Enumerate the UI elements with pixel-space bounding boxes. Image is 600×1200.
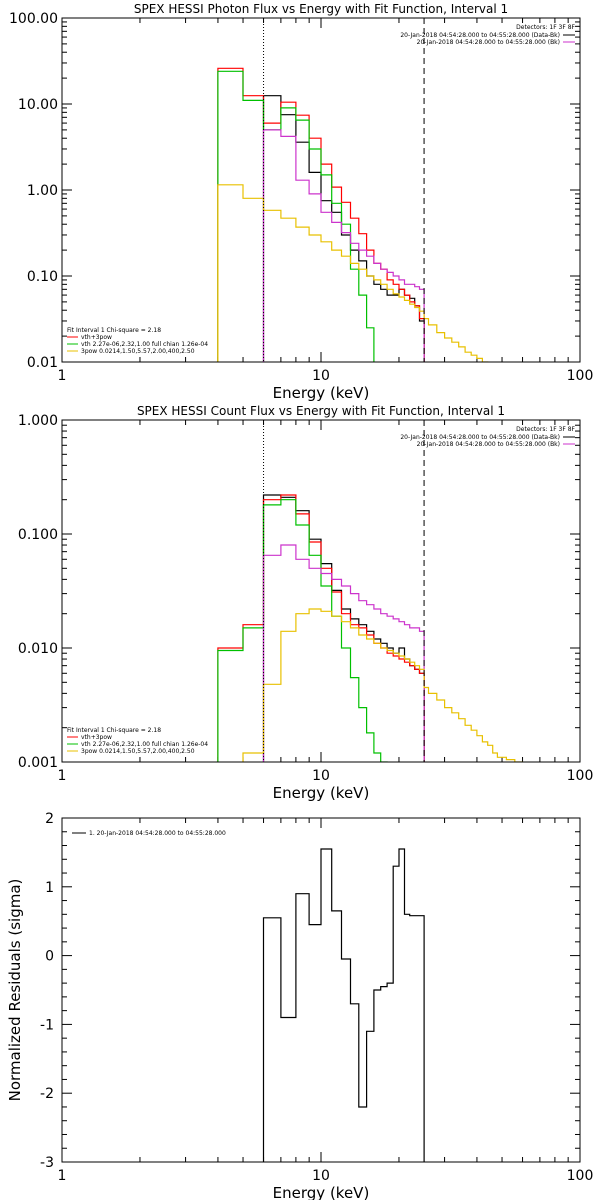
y-tick-label: 10.00 [18, 97, 58, 113]
y-tick-label: -2 [40, 1086, 54, 1102]
y-axis-label: Normalized Residuals (sigma) [6, 879, 24, 1102]
y-tick-label: 2 [45, 811, 54, 827]
y-tick-label: 1.000 [18, 413, 58, 429]
chart-title: SPEX HESSI Photon Flux vs Energy with Fi… [134, 2, 508, 16]
y-tick-label: 0.010 [18, 641, 58, 657]
residual-legend-label: 1. 20-Jan-2018 04:54:28.000 to 04:55:28.… [89, 830, 226, 837]
x-tick-label: 1 [58, 768, 67, 784]
plot-panel-2: SPEX HESSI Count Flux vs Energy with Fit… [18, 404, 593, 802]
y-tick-label: -1 [40, 1017, 54, 1033]
time-interval-label: 20-Jan-2018 04:54:28.000 to 04:55:28.000… [417, 441, 560, 448]
fit-legend-label: vth 2.27e-06,2.32,1.00 full chian 1.26e-… [81, 341, 208, 348]
x-axis-ticks [61, 420, 569, 762]
x-tick-label: 10 [312, 1168, 330, 1184]
x-axis-ticks [61, 18, 569, 362]
plot-panel-1: SPEX HESSI Photon Flux vs Energy with Fi… [9, 2, 593, 402]
x-axis-ticks [61, 818, 569, 1162]
y-tick-label: -3 [40, 1155, 54, 1171]
x-tick-label: 100 [567, 1168, 594, 1184]
chart-title: SPEX HESSI Count Flux vs Energy with Fit… [137, 404, 505, 418]
y-tick-label: 0.01 [27, 355, 58, 371]
fit-legend-label: vth 2.27e-06,2.32,1.00 full chian 1.26e-… [81, 741, 208, 748]
x-tick-label: 10 [312, 368, 330, 384]
time-interval-label: 20-Jan-2018 04:54:28.000 to 04:55:28.000… [417, 39, 560, 46]
plot-frame [61, 17, 581, 363]
fit-legend-label: Fit Interval 1 Chi-square = 2.18 [67, 727, 161, 734]
series-group [262, 848, 425, 1162]
fit-legend-label: vth+3pow [81, 734, 112, 741]
y-tick-label: 100.00 [9, 11, 58, 27]
series-line-2 [217, 67, 425, 362]
fit-legend-label: vth+3pow [81, 334, 112, 341]
x-tick-label: 1 [58, 368, 67, 384]
fit-legend-label: 3pow 0.0214,1.50,5.57,2.00,400,2.50 [81, 748, 195, 755]
y-tick-label: 0 [45, 949, 54, 965]
y-axis-ticks [62, 419, 580, 763]
x-tick-label: 100 [567, 368, 594, 384]
x-tick-label: 100 [567, 768, 594, 784]
series-line-2 [217, 494, 425, 762]
plot-frame [61, 817, 581, 1163]
time-interval-label: 20-Jan-2018 04:54:28.000 to 04:55:28.000… [400, 434, 560, 441]
y-tick-label: 0.001 [18, 755, 58, 771]
detectors-label: Detectors: 1F 3F 8F [516, 24, 575, 31]
series-line-5 [242, 608, 524, 762]
plot-frame [61, 419, 581, 763]
y-tick-label: 1 [45, 880, 54, 896]
x-tick-label: 10 [312, 768, 330, 784]
y-tick-label: 0.10 [27, 269, 58, 285]
series-line-5 [217, 184, 489, 362]
series-line-4 [262, 129, 425, 362]
x-axis-label: Energy (keV) [273, 384, 370, 402]
series-group [217, 494, 524, 762]
series-line-1 [262, 848, 425, 1162]
series-line-4 [262, 544, 425, 762]
fit-legend-label: 3pow 0.0214,1.50,5.57,2.00,400,2.50 [81, 348, 195, 355]
series-group [217, 67, 489, 362]
x-axis-label: Energy (keV) [273, 1184, 370, 1200]
series-line-3 [217, 499, 388, 762]
fit-legend-label: Fit Interval 1 Chi-square = 2.18 [67, 327, 161, 334]
x-tick-label: 1 [58, 1168, 67, 1184]
x-axis-label: Energy (keV) [273, 784, 370, 802]
y-tick-label: 0.100 [18, 527, 58, 543]
y-tick-label: 1.00 [27, 183, 58, 199]
time-interval-label: 20-Jan-2018 04:54:28.000 to 04:55:28.000… [400, 32, 560, 39]
detectors-label: Detectors: 1F 3F 8F [516, 426, 575, 433]
